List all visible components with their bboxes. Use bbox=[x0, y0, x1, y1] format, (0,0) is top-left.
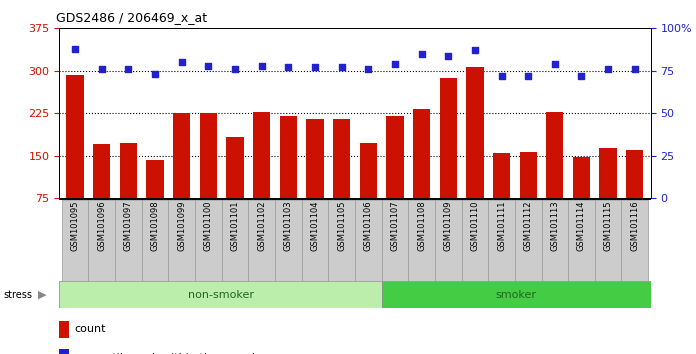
Point bbox=[576, 73, 587, 79]
Bar bbox=[488, 200, 515, 281]
Bar bbox=[333, 119, 350, 241]
Bar bbox=[413, 109, 430, 241]
Bar bbox=[168, 200, 195, 281]
Bar bbox=[275, 200, 301, 281]
Text: ▶: ▶ bbox=[38, 290, 47, 300]
Point bbox=[496, 73, 507, 79]
Point bbox=[283, 64, 294, 70]
Bar bbox=[200, 113, 217, 241]
Point bbox=[230, 66, 241, 72]
Bar bbox=[329, 200, 355, 281]
Point bbox=[96, 66, 107, 72]
Text: percentile rank within the sample: percentile rank within the sample bbox=[74, 353, 262, 354]
Text: GSM101109: GSM101109 bbox=[444, 201, 452, 251]
Bar bbox=[386, 115, 404, 241]
Point bbox=[310, 64, 321, 70]
Bar bbox=[306, 119, 324, 241]
Text: GSM101101: GSM101101 bbox=[230, 201, 239, 251]
Bar bbox=[546, 112, 564, 241]
Bar bbox=[59, 281, 382, 308]
Bar bbox=[142, 200, 168, 281]
Point bbox=[629, 66, 640, 72]
Bar bbox=[253, 112, 270, 241]
Point bbox=[363, 66, 374, 72]
Text: GSM101116: GSM101116 bbox=[631, 201, 639, 251]
Bar bbox=[222, 200, 248, 281]
Text: GSM101108: GSM101108 bbox=[417, 201, 426, 251]
Text: GSM101100: GSM101100 bbox=[204, 201, 213, 251]
Text: GSM101107: GSM101107 bbox=[390, 201, 400, 251]
Text: GSM101110: GSM101110 bbox=[470, 201, 480, 251]
Bar bbox=[59, 321, 69, 338]
Text: GSM101106: GSM101106 bbox=[364, 201, 373, 251]
Text: non-smoker: non-smoker bbox=[187, 290, 253, 300]
Text: smoker: smoker bbox=[496, 290, 537, 300]
Bar bbox=[173, 113, 191, 241]
Bar bbox=[301, 200, 329, 281]
Point bbox=[176, 59, 187, 65]
Bar bbox=[461, 200, 488, 281]
Point bbox=[469, 47, 480, 53]
Bar bbox=[381, 200, 409, 281]
Bar bbox=[519, 152, 537, 241]
Text: GSM101104: GSM101104 bbox=[310, 201, 319, 251]
Text: count: count bbox=[74, 324, 106, 334]
Bar bbox=[280, 116, 297, 241]
Bar bbox=[195, 200, 222, 281]
Text: GSM101111: GSM101111 bbox=[497, 201, 506, 251]
Bar bbox=[493, 153, 510, 241]
Point bbox=[203, 63, 214, 69]
Bar bbox=[59, 349, 69, 354]
Bar bbox=[409, 200, 435, 281]
Text: stress: stress bbox=[3, 290, 33, 300]
Bar bbox=[515, 200, 541, 281]
Bar bbox=[435, 200, 461, 281]
Bar bbox=[622, 200, 648, 281]
Point bbox=[523, 73, 534, 79]
Point bbox=[549, 61, 560, 67]
Text: GSM101098: GSM101098 bbox=[150, 201, 159, 251]
Bar bbox=[115, 200, 142, 281]
Bar bbox=[626, 150, 643, 241]
Point bbox=[336, 64, 347, 70]
Point bbox=[443, 53, 454, 58]
Text: GDS2486 / 206469_x_at: GDS2486 / 206469_x_at bbox=[56, 11, 207, 24]
Bar bbox=[573, 158, 590, 241]
Text: GSM101097: GSM101097 bbox=[124, 201, 133, 251]
Text: GSM101096: GSM101096 bbox=[97, 201, 106, 251]
Bar bbox=[226, 137, 244, 241]
Bar bbox=[62, 200, 88, 281]
Bar bbox=[440, 78, 457, 241]
Point bbox=[416, 51, 427, 57]
Text: GSM101103: GSM101103 bbox=[284, 201, 293, 251]
Bar bbox=[93, 144, 111, 241]
Text: GSM101095: GSM101095 bbox=[71, 201, 79, 251]
Point bbox=[150, 72, 161, 77]
Bar bbox=[466, 67, 484, 241]
Point bbox=[123, 66, 134, 72]
Bar bbox=[360, 143, 377, 241]
Point bbox=[256, 63, 267, 69]
Bar bbox=[541, 200, 568, 281]
Bar bbox=[248, 200, 275, 281]
Bar bbox=[568, 200, 595, 281]
Text: GSM101102: GSM101102 bbox=[258, 201, 266, 251]
Bar bbox=[146, 160, 164, 241]
Text: GSM101115: GSM101115 bbox=[603, 201, 612, 251]
Text: GSM101099: GSM101099 bbox=[177, 201, 187, 251]
Bar bbox=[67, 75, 84, 241]
Bar bbox=[382, 281, 651, 308]
Text: GSM101114: GSM101114 bbox=[577, 201, 586, 251]
Point bbox=[70, 46, 81, 52]
Bar bbox=[120, 143, 137, 241]
Point bbox=[603, 66, 614, 72]
Bar bbox=[355, 200, 381, 281]
Bar bbox=[88, 200, 115, 281]
Text: GSM101112: GSM101112 bbox=[523, 201, 532, 251]
Text: GSM101105: GSM101105 bbox=[337, 201, 346, 251]
Point bbox=[389, 61, 400, 67]
Text: GSM101113: GSM101113 bbox=[551, 201, 560, 251]
Bar bbox=[595, 200, 622, 281]
Bar bbox=[599, 148, 617, 241]
